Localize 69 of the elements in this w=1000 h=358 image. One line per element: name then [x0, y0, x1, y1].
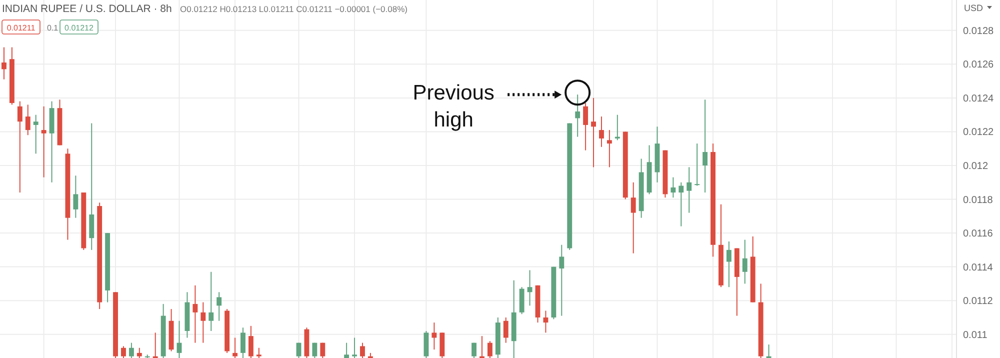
candlestick — [352, 337, 357, 358]
candlestick — [33, 114, 38, 154]
candlestick — [503, 316, 508, 344]
y-tick-label: 0.011 — [963, 330, 988, 341]
candlestick — [686, 166, 692, 214]
y-tick-label: 0.0112 — [963, 296, 994, 308]
y-tick-label: 0.0128 — [963, 26, 994, 37]
y-tick-label: 0.012 — [963, 160, 988, 172]
annotation: Previous high — [412, 82, 494, 132]
candlestick — [432, 322, 437, 350]
annotation: 0.01211 — [6, 24, 36, 32]
candlestick — [73, 175, 78, 218]
candlestick — [742, 239, 748, 284]
y-tick-label: 0.0126 — [963, 60, 994, 71]
y-tick-label: 0.0116 — [963, 228, 994, 240]
candlestick — [630, 182, 636, 254]
candlestick — [472, 342, 476, 358]
candlestick — [606, 130, 612, 168]
candlestick — [678, 182, 684, 227]
candlestick — [2, 46, 6, 80]
candlestick — [208, 271, 214, 332]
candlestick — [599, 116, 604, 148]
candlestick — [152, 332, 158, 358]
candlestick — [89, 122, 94, 250]
candlestick — [312, 342, 318, 358]
annotation: 0.1 — [47, 24, 59, 32]
candlestick — [320, 342, 326, 358]
candlestick — [256, 347, 262, 358]
y-tick-label: 0.0124 — [963, 93, 994, 104]
candlestick — [480, 336, 484, 358]
candlestick — [121, 346, 126, 358]
annotation: 0.01212 — [64, 24, 94, 32]
y-tick-label: 0.0118 — [963, 194, 994, 206]
candlestick — [176, 320, 182, 358]
candlestick — [702, 99, 708, 194]
candlestick — [670, 176, 676, 198]
candlestick — [296, 342, 302, 358]
candlestick — [591, 97, 596, 168]
candlestick — [614, 114, 620, 141]
text: O0.01212 H0.01213 L0.01211 C0.01211 −0.00001 (−0.08%) — [180, 4, 408, 14]
candlestick — [232, 337, 238, 358]
candlestick — [583, 102, 588, 151]
y-tick-label: 0.0122 — [963, 127, 994, 138]
candlestick — [360, 342, 365, 358]
candlestick — [248, 325, 254, 358]
candlestick — [136, 347, 142, 358]
candlestick — [766, 344, 772, 358]
candlestick — [240, 327, 246, 358]
candlestick — [192, 284, 198, 344]
candlestick — [41, 106, 46, 178]
candlestick — [543, 310, 548, 334]
candlestick — [200, 302, 206, 344]
candlestick — [128, 342, 134, 358]
candlestick — [25, 104, 30, 136]
candlestick — [575, 94, 580, 138]
candlestick — [216, 292, 222, 322]
candlestick — [559, 244, 564, 316]
candlestick — [344, 342, 350, 358]
candlestick — [440, 332, 445, 358]
candlestick — [726, 240, 732, 288]
candlestick — [694, 143, 700, 186]
chart-title: INDIAN RUPEE / U.S. DOLLAR · 8h — [2, 3, 172, 15]
candlestick — [487, 340, 492, 358]
candlestick — [527, 270, 532, 306]
candlestick — [424, 330, 429, 358]
text: USD — [964, 3, 984, 13]
candlestick — [519, 286, 524, 315]
y-tick-label: 0.0114 — [963, 262, 994, 274]
candlestick — [17, 100, 22, 194]
